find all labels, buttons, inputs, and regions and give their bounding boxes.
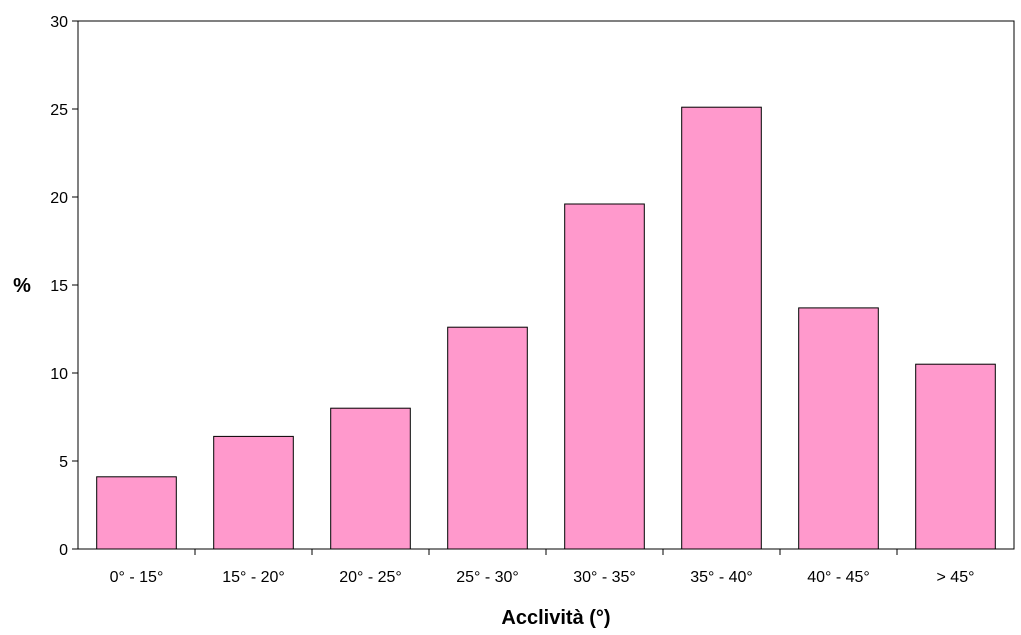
y-tick-label-4: 20	[50, 190, 68, 207]
y-tick-label-5: 25	[50, 102, 68, 119]
x-tick-label-6: 40° - 45°	[807, 569, 870, 586]
bar-7	[915, 363, 996, 550]
bar-5	[681, 106, 762, 550]
bar-4	[564, 203, 645, 550]
y-tick-label-6: 30	[50, 14, 68, 31]
x-axis-ticks: 0° - 15° 15° - 20° 20° - 25° 25° - 30° 30° -…	[110, 549, 975, 586]
y-tick-label-0: 0	[59, 542, 68, 559]
y-tick-label-3: 15	[50, 278, 68, 295]
y-axis-ticks: 0 5 10 15 20 25 30	[50, 14, 78, 559]
x-tick-label-0: 0° - 15°	[110, 569, 164, 586]
x-tick-label-4: 30° - 35°	[573, 569, 636, 586]
y-tick-label-1: 5	[59, 454, 68, 471]
x-tick-label-2: 20° - 25°	[339, 569, 402, 586]
y-tick-label-2: 10	[50, 366, 68, 383]
bar-3	[447, 326, 528, 550]
bars-group	[96, 106, 996, 550]
bar-6	[798, 307, 879, 550]
x-axis-title: Acclività (°)	[501, 607, 610, 629]
x-tick-label-7: > 45°	[937, 569, 975, 586]
x-tick-label-5: 35° - 40°	[690, 569, 753, 586]
y-axis-title: %	[13, 275, 31, 297]
bar-2	[330, 407, 411, 550]
bar-1	[213, 435, 294, 550]
bar-0	[96, 476, 177, 550]
x-tick-label-1: 15° - 20°	[222, 569, 285, 586]
x-tick-label-3: 25° - 30°	[456, 569, 519, 586]
